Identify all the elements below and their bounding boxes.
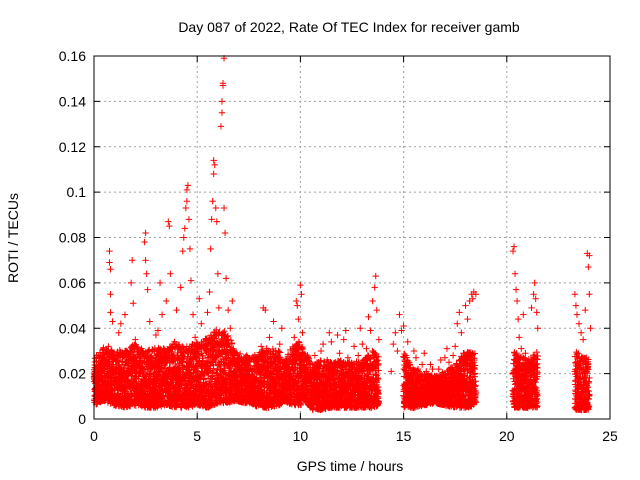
data-point-band [212,356,220,364]
data-point-band [202,357,210,365]
series-roti [90,55,594,414]
x-tick-label: 10 [293,428,309,444]
x-tick-label: 25 [602,428,618,444]
data-point-band [107,386,115,393]
chart-title: Day 087 of 2022, Rate Of TEC Index for r… [178,19,520,35]
data-point-band [202,381,210,388]
data-point-band [181,354,188,361]
x-tick-label: 15 [396,428,412,444]
data-point-band [158,364,165,371]
y-tick-label: 0.08 [59,230,86,246]
axis-ticks: 0 0.02 0.04 0.06 0.08 0.1 0.12 0.14 0.16 0 5 10 15 20… [59,48,618,444]
data-point-band [126,351,133,358]
data-point-band [208,334,215,341]
data-point-band [124,359,132,366]
data-point-band [134,344,142,351]
y-tick-label: 0.12 [59,139,86,155]
y-tick-label: 0 [78,411,86,427]
data-point-band [115,391,122,398]
x-tick-label: 0 [90,428,98,444]
data-point-band [148,354,155,361]
x-tick-label: 20 [499,428,515,444]
data-point-band [214,362,222,369]
y-tick-label: 0.14 [59,93,86,109]
y-tick-label: 0.06 [59,275,86,291]
y-tick-label: 0.02 [59,366,86,382]
data-point-band [178,381,185,389]
data-point-band [209,368,216,376]
y-tick-label: 0.16 [59,48,86,64]
y-tick-label: 0.04 [59,320,86,336]
x-tick-label: 5 [193,428,201,444]
y-tick-label: 0.1 [67,184,87,200]
